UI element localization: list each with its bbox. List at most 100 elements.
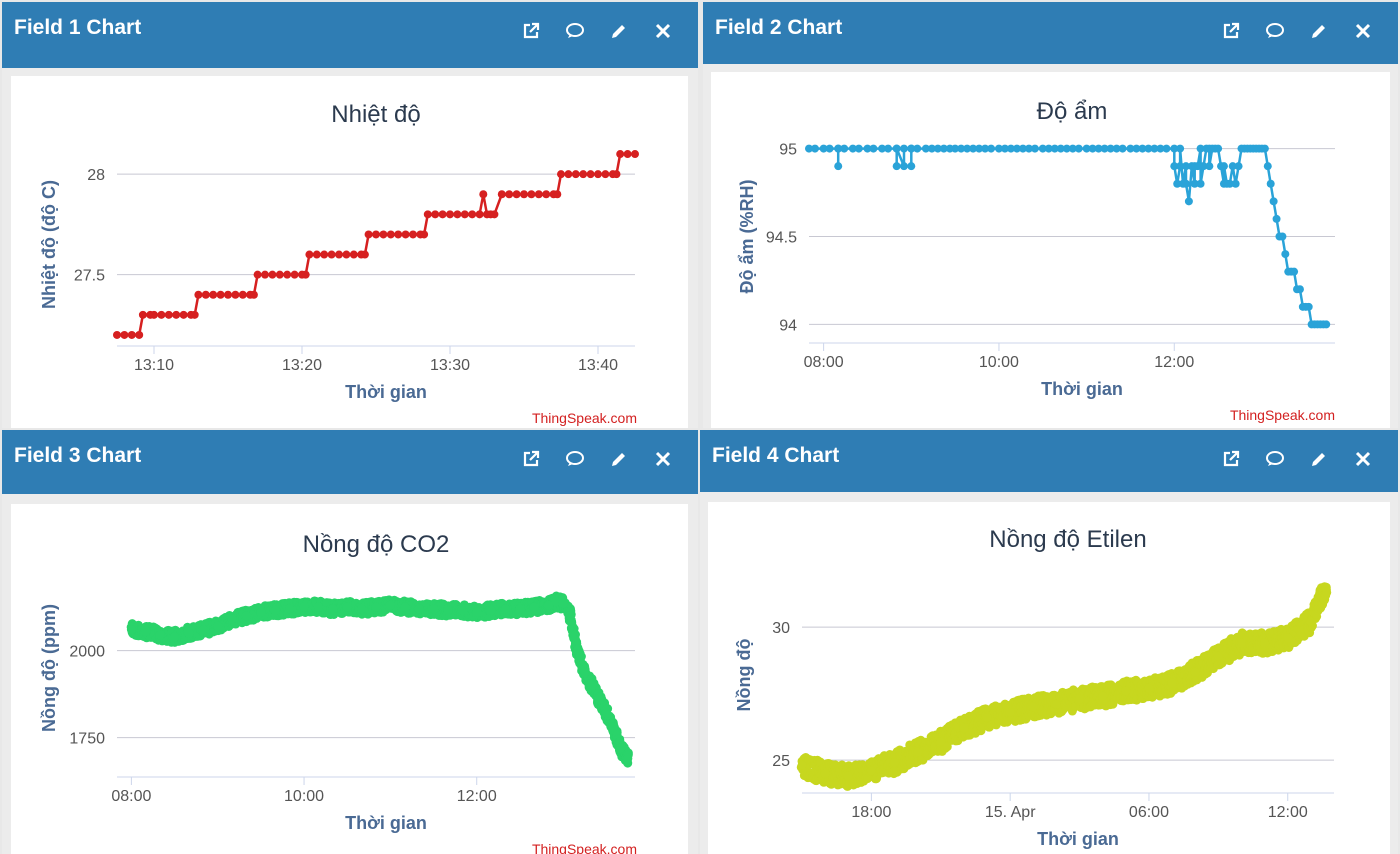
data-point xyxy=(150,310,158,319)
data-point xyxy=(1322,320,1331,329)
data-point xyxy=(127,330,136,339)
data-point xyxy=(135,330,144,339)
data-point xyxy=(942,742,952,752)
pencil-icon[interactable] xyxy=(1306,446,1332,472)
data-point xyxy=(969,144,978,153)
y-tick-label: 95 xyxy=(779,142,797,159)
data-point xyxy=(878,144,887,153)
panel-toolbar xyxy=(1218,446,1376,472)
comment-icon[interactable] xyxy=(1262,18,1288,44)
x-tick-label: 12:00 xyxy=(1154,354,1194,371)
x-tick-label: 10:00 xyxy=(284,788,324,805)
pencil-icon[interactable] xyxy=(606,446,632,472)
data-point xyxy=(601,170,610,179)
close-icon[interactable] xyxy=(650,446,676,472)
data-point xyxy=(198,625,208,635)
data-point xyxy=(423,210,432,219)
open-external-icon[interactable] xyxy=(518,446,544,472)
data-point xyxy=(227,614,237,624)
pencil-icon[interactable] xyxy=(606,18,632,44)
data-point xyxy=(1269,197,1278,206)
close-icon[interactable] xyxy=(650,18,676,44)
data-point xyxy=(1028,702,1038,712)
data-point xyxy=(1044,144,1053,153)
data-point xyxy=(238,290,247,299)
data-point xyxy=(409,230,417,239)
close-icon[interactable] xyxy=(1350,18,1376,44)
data-point xyxy=(1181,162,1190,171)
y-axis-label: Nồng độ xyxy=(734,639,754,712)
data-point xyxy=(987,144,996,153)
data-point xyxy=(579,170,588,179)
x-tick-label: 12:00 xyxy=(457,788,497,805)
data-point xyxy=(594,170,602,179)
data-point xyxy=(616,743,626,753)
data-point xyxy=(863,144,872,153)
panel-toolbar xyxy=(518,446,676,472)
data-point xyxy=(155,630,165,640)
x-tick-label: 08:00 xyxy=(804,354,844,371)
data-point xyxy=(1228,162,1237,171)
data-point xyxy=(385,600,395,610)
data-point xyxy=(364,230,373,239)
data-point xyxy=(1018,144,1027,153)
data-point xyxy=(623,754,633,764)
data-point xyxy=(820,768,830,778)
data-point xyxy=(945,144,954,153)
data-point xyxy=(848,144,857,153)
data-point xyxy=(913,144,922,153)
data-point xyxy=(120,330,129,339)
data-point xyxy=(512,190,521,199)
data-point xyxy=(551,597,561,607)
comment-icon[interactable] xyxy=(562,18,588,44)
x-axis-label: Thời gian xyxy=(1041,379,1123,399)
data-point xyxy=(1006,144,1015,153)
data-point xyxy=(170,632,180,642)
y-tick-label: 1750 xyxy=(69,731,105,748)
data-point xyxy=(490,210,499,219)
data-point xyxy=(372,230,380,239)
panel-title: Field 1 Chart xyxy=(14,16,142,39)
pencil-icon[interactable] xyxy=(1306,18,1332,44)
data-point xyxy=(1176,144,1185,153)
data-point xyxy=(335,250,343,259)
data-point xyxy=(572,646,582,656)
data-point xyxy=(328,604,338,614)
data-point xyxy=(275,270,284,279)
y-axis-label: Nhiệt độ (độ C) xyxy=(39,180,59,309)
data-point xyxy=(1030,144,1039,153)
open-external-icon[interactable] xyxy=(1218,446,1244,472)
data-point xyxy=(1150,144,1159,153)
data-point xyxy=(1106,144,1115,153)
data-point xyxy=(401,230,410,239)
data-point xyxy=(468,210,477,219)
x-tick-label: 06:00 xyxy=(1129,804,1169,821)
data-point xyxy=(939,144,948,153)
data-point xyxy=(126,625,136,635)
data-point xyxy=(1038,144,1047,153)
data-point xyxy=(1278,232,1287,241)
data-point xyxy=(1050,144,1059,153)
close-icon[interactable] xyxy=(1350,446,1376,472)
data-point xyxy=(797,760,807,770)
x-tick-label: 13:10 xyxy=(134,357,174,374)
data-point xyxy=(884,144,893,153)
data-point xyxy=(1199,162,1208,171)
panel-header: Field 2 Chart xyxy=(703,2,1398,64)
open-external-icon[interactable] xyxy=(1218,18,1244,44)
open-external-icon[interactable] xyxy=(518,18,544,44)
panel-header: Field 1 Chart xyxy=(2,2,698,68)
data-point xyxy=(1176,162,1185,171)
data-point xyxy=(475,210,484,219)
comment-icon[interactable] xyxy=(562,446,588,472)
comment-icon[interactable] xyxy=(1262,446,1288,472)
data-point xyxy=(1290,267,1299,276)
data-point xyxy=(299,602,309,612)
data-point xyxy=(1234,162,1243,171)
data-point xyxy=(505,190,514,199)
credit-label: ThingSpeak.com xyxy=(532,841,637,854)
data-point xyxy=(1190,667,1200,677)
data-point xyxy=(1118,144,1127,153)
data-point xyxy=(283,270,292,279)
x-axis-label: Thời gian xyxy=(345,382,427,402)
